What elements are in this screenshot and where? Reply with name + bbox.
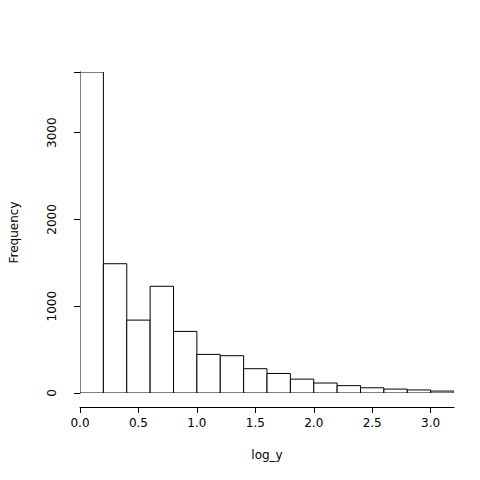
svg-text:2.0: 2.0 xyxy=(304,416,323,430)
svg-text:2.5: 2.5 xyxy=(363,416,382,430)
svg-text:Frequency: Frequency xyxy=(7,202,21,264)
svg-text:3.0: 3.0 xyxy=(421,416,440,430)
svg-text:1.0: 1.0 xyxy=(187,416,206,430)
svg-text:log_y: log_y xyxy=(251,448,282,462)
svg-text:0.5: 0.5 xyxy=(129,416,148,430)
svg-text:1000: 1000 xyxy=(45,291,59,322)
svg-text:3000: 3000 xyxy=(45,117,59,148)
svg-text:0.0: 0.0 xyxy=(70,416,89,430)
svg-text:0: 0 xyxy=(45,389,59,397)
svg-text:1.5: 1.5 xyxy=(246,416,265,430)
svg-text:2000: 2000 xyxy=(45,204,59,235)
